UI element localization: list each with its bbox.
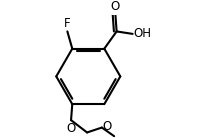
Text: O: O bbox=[111, 0, 120, 13]
Text: O: O bbox=[102, 120, 112, 133]
Text: O: O bbox=[66, 122, 75, 135]
Text: OH: OH bbox=[133, 27, 151, 40]
Text: F: F bbox=[64, 17, 71, 30]
